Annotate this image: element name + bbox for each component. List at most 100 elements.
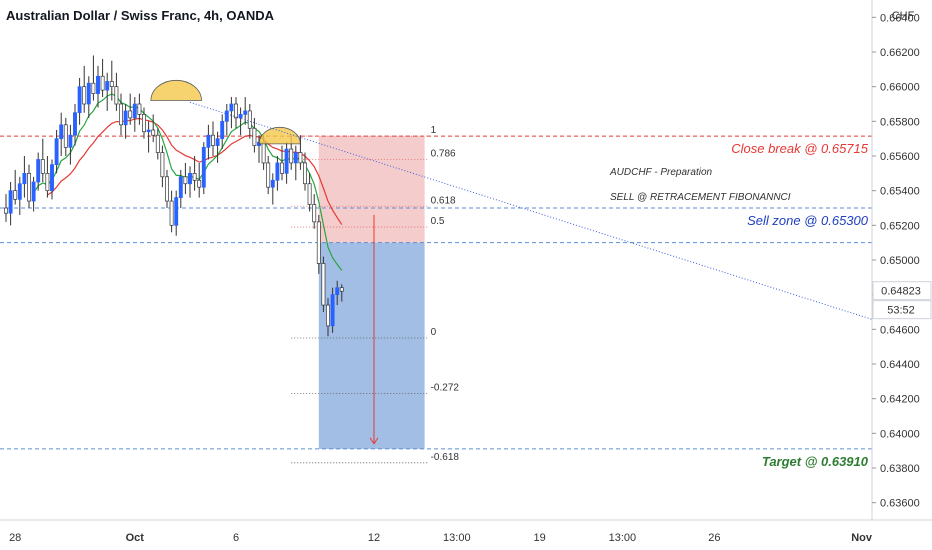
candle-body	[178, 176, 183, 198]
candle-body	[261, 141, 266, 164]
candle-body	[321, 263, 326, 306]
candle-body	[215, 138, 220, 146]
candle-body	[275, 162, 280, 181]
candle-body	[326, 304, 330, 327]
candle-body	[36, 159, 41, 183]
candle-body	[40, 159, 45, 174]
y-tick-label: 0.66200	[880, 47, 920, 59]
y-tick-label: 0.65400	[880, 186, 920, 198]
candle-body	[234, 103, 238, 119]
candle-body	[197, 179, 202, 188]
candle-body	[284, 148, 289, 174]
plot-area: 1 0.786 0.618 0.5 0 -0.272 -0.618 Close break @…	[0, 55, 872, 469]
candle-body	[132, 103, 137, 119]
y-axis-currency: CHF	[892, 10, 915, 22]
candle-body	[335, 287, 340, 296]
fib-level-label: 0	[431, 327, 437, 338]
candle-body	[206, 134, 211, 148]
sell-zone-label: Sell zone @ 0.65300	[747, 213, 869, 228]
candle-body	[77, 86, 82, 114]
candle-body	[128, 110, 133, 119]
candle-body	[54, 138, 59, 166]
close-break-label: Close break @ 0.65715	[731, 141, 869, 156]
candle-body	[303, 162, 307, 185]
candle-body	[63, 124, 68, 148]
y-tick-label: 0.65200	[880, 220, 920, 232]
fib-level-label: 0.786	[431, 148, 456, 159]
candle-body	[220, 120, 225, 140]
y-tick-label: 0.63800	[880, 463, 920, 475]
fib-level-label: 1	[431, 125, 437, 136]
candle-body	[229, 103, 234, 112]
candle-body	[243, 110, 248, 115]
candle-body	[100, 75, 105, 91]
candle-body	[119, 103, 123, 126]
y-tick-label: 0.64200	[880, 394, 920, 406]
stop-loss-zone	[318, 136, 425, 243]
y-tick-label: 0.63600	[880, 498, 920, 510]
x-tick-label: Oct	[126, 532, 145, 544]
candle-body	[266, 162, 271, 188]
x-tick-label: 26	[708, 532, 720, 544]
candle-body	[252, 127, 257, 146]
candle-body	[169, 200, 174, 226]
candle-body	[247, 110, 252, 129]
fib-level-label: 0.5	[431, 216, 445, 227]
candle-body	[146, 129, 151, 133]
candle-body	[109, 81, 114, 88]
pattern-arc	[150, 79, 202, 101]
candle-body	[8, 190, 13, 214]
y-tick-label: 0.65800	[880, 116, 920, 128]
candle-body	[312, 204, 317, 223]
x-tick-label: 13:00	[609, 532, 637, 544]
x-tick-label: Nov	[851, 532, 873, 544]
candle-body	[316, 221, 321, 264]
x-tick-label: 6	[233, 532, 239, 544]
countdown-label: 53:52	[887, 305, 915, 317]
candle-body	[45, 172, 50, 192]
candle-body	[293, 152, 298, 164]
candle-body	[123, 110, 128, 126]
candle-body	[174, 197, 179, 226]
candle-body	[155, 134, 160, 153]
last-price-label: 0.64823	[881, 286, 921, 298]
candle-body	[165, 176, 169, 202]
fib-level-label: 0.618	[431, 195, 456, 206]
candle-body	[280, 162, 284, 174]
candle-body	[151, 129, 156, 136]
y-tick-label: 0.66400	[880, 12, 920, 24]
candle-body	[27, 172, 31, 202]
candle-body	[160, 152, 165, 178]
candle-body	[137, 103, 142, 115]
candle-body	[339, 287, 344, 292]
y-tick-label: 0.66000	[880, 82, 920, 94]
candle-body	[307, 183, 312, 205]
take-profit-zone	[318, 242, 425, 449]
preparation-note: AUDCHF - Preparation	[609, 167, 713, 178]
y-tick-label: 0.64600	[880, 324, 920, 336]
target-label: Target @ 0.63910	[762, 454, 869, 469]
candle-body	[114, 86, 119, 105]
target-arrow-head	[369, 437, 379, 445]
candle-body	[192, 172, 197, 181]
x-tick-label: 13:00	[443, 532, 471, 544]
candle-body	[270, 179, 275, 188]
candle-body	[73, 112, 77, 136]
candle-body	[142, 114, 146, 133]
candle-body	[31, 181, 36, 202]
sell-note: SELL @ RETRACEMENT FIBONANNCI	[610, 192, 791, 203]
candle-body	[68, 134, 73, 148]
y-tick-label: 0.64000	[880, 428, 920, 440]
candle-body	[105, 81, 110, 91]
candle-body	[22, 172, 27, 185]
candle-body	[96, 75, 100, 94]
candle-body	[289, 148, 294, 164]
y-tick-label: 0.64400	[880, 359, 920, 371]
candle-body	[238, 114, 243, 119]
candle-body	[82, 86, 87, 105]
x-tick-label: 12	[368, 532, 380, 544]
candle-body	[4, 207, 8, 214]
y-tick-label: 0.65600	[880, 151, 920, 163]
x-tick-label: 19	[533, 532, 545, 544]
